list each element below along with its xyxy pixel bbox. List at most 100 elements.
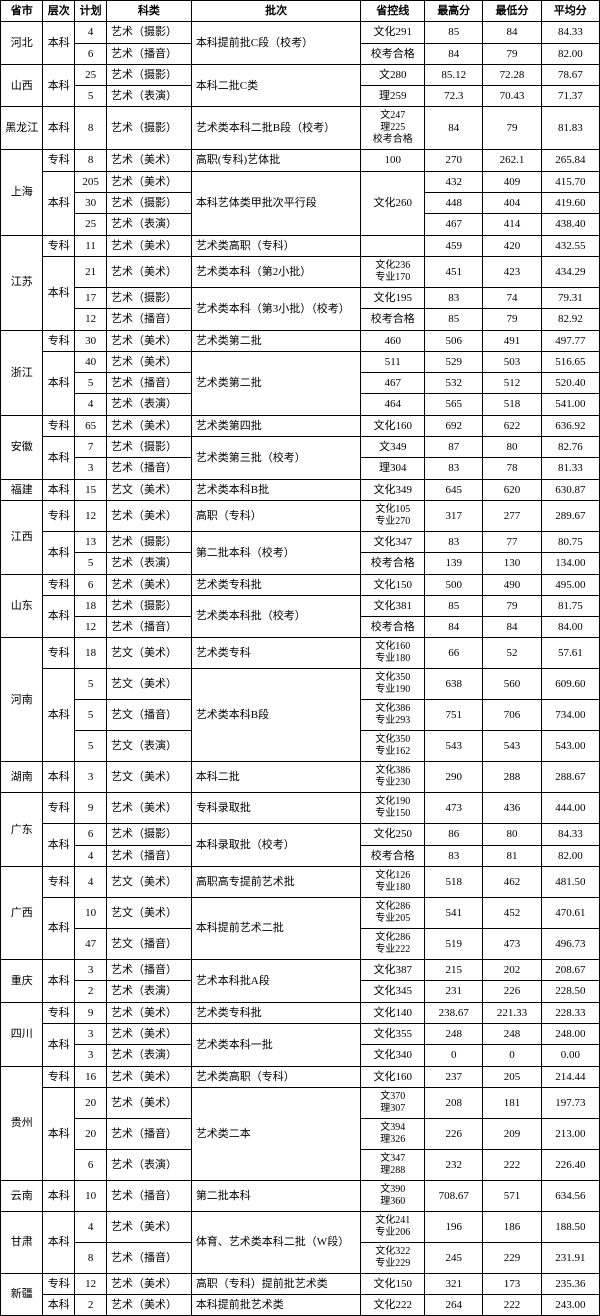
cell-level: 专科: [43, 415, 75, 436]
cell-subject: 艺术（播音）: [107, 309, 192, 330]
table-row: 云南本科10艺术（播音）第二批本科文390理360708.67571634.56: [1, 1180, 600, 1211]
cell-max: 87: [425, 437, 483, 458]
cell-cutoff: 文化160: [361, 1066, 425, 1087]
cell-level: 本科: [43, 107, 75, 150]
cell-avg: 231.91: [541, 1242, 599, 1273]
cell-max: 226: [425, 1118, 483, 1149]
table-row: 山东专科6艺术（美术）艺术类专科批文化150500490495.00: [1, 574, 600, 595]
cell-cutoff: 文化386专业293: [361, 700, 425, 731]
cell-cutoff: 100: [361, 150, 425, 171]
cell-subject: 艺术（美术）: [107, 351, 192, 372]
cell-subject: 艺文（表演）: [107, 731, 192, 762]
cell-plan: 21: [75, 256, 107, 287]
cell-cutoff: 文347理288: [361, 1149, 425, 1180]
cell-level: 本科: [43, 351, 75, 415]
cell-batch: 高职（专科）: [191, 500, 361, 531]
cell-cutoff: 文化241专业206: [361, 1211, 425, 1242]
cell-plan: 5: [75, 669, 107, 700]
table-row: 17艺术（摄影）艺术类本科（第3小批）（校考）文化195837479.31: [1, 287, 600, 308]
cell-avg: 636.92: [541, 415, 599, 436]
cell-avg: 81.83: [541, 107, 599, 150]
cell-plan: 20: [75, 1118, 107, 1149]
cell-batch: 艺术类本科B批: [191, 479, 361, 500]
cell-plan: 3: [75, 1045, 107, 1066]
cell-batch: 体育、艺术类本科二批（W段）: [191, 1211, 361, 1273]
cell-plan: 3: [75, 1023, 107, 1044]
cell-level: 本科: [43, 960, 75, 1003]
cell-subject: 艺术（播音）: [107, 1242, 192, 1273]
cell-cutoff: 文化126专业180: [361, 867, 425, 898]
cell-min: 409: [483, 171, 541, 192]
cell-province: 甘肃: [1, 1211, 43, 1273]
cell-subject: 艺术（美术）: [107, 1211, 192, 1242]
cell-batch: 本科提前批C段（校考）: [191, 22, 361, 65]
cell-subject: 艺术（播音）: [107, 617, 192, 638]
cell-level: 本科: [43, 898, 75, 960]
cell-plan: 4: [75, 845, 107, 866]
cell-max: 231: [425, 981, 483, 1002]
cell-cutoff: 文化347: [361, 531, 425, 552]
cell-max: 532: [425, 373, 483, 394]
cell-avg: 265.84: [541, 150, 599, 171]
table-row: 重庆本科3艺术（播音）艺术本科批A段文化387215202208.67: [1, 960, 600, 981]
cell-avg: 82.76: [541, 437, 599, 458]
cell-cutoff: 文化260: [361, 171, 425, 235]
cell-level: 本科: [43, 1211, 75, 1273]
cell-cutoff: 理259: [361, 86, 425, 107]
cell-batch: 艺术类专科批: [191, 1002, 361, 1023]
cell-cutoff: 文化286专业205: [361, 898, 425, 929]
cell-subject: 艺术（美术）: [107, 150, 192, 171]
cell-avg: 495.00: [541, 574, 599, 595]
cell-plan: 13: [75, 531, 107, 552]
cell-subject: 艺文（美术）: [107, 898, 192, 929]
table-row: 本科2艺术（美术）本科提前批艺术类文化222264222243.00: [1, 1295, 600, 1316]
cell-max: 66: [425, 638, 483, 669]
cell-max: 467: [425, 214, 483, 235]
cell-subject: 艺术（摄影）: [107, 287, 192, 308]
cell-avg: 81.33: [541, 458, 599, 479]
cell-plan: 7: [75, 437, 107, 458]
cell-subject: 艺术（摄影）: [107, 437, 192, 458]
cell-min: 420: [483, 235, 541, 256]
cell-max: 541: [425, 898, 483, 929]
cell-level: 专科: [43, 793, 75, 824]
cell-max: 85: [425, 22, 483, 43]
cell-min: 620: [483, 479, 541, 500]
cell-avg: 444.00: [541, 793, 599, 824]
cell-min: 414: [483, 214, 541, 235]
cell-level: 专科: [43, 1066, 75, 1087]
cell-subject: 艺文（播音）: [107, 700, 192, 731]
cell-max: 270: [425, 150, 483, 171]
cell-province: 贵州: [1, 1066, 43, 1180]
table-row: 浙江专科30艺术（美术）艺术类第二批460506491497.77: [1, 330, 600, 351]
table-row: 广东专科9艺术（美术）专科录取批文化190专业150473436444.00: [1, 793, 600, 824]
cell-plan: 5: [75, 731, 107, 762]
cell-max: 692: [425, 415, 483, 436]
cell-cutoff: [361, 235, 425, 256]
table-row: 河北本科4艺术（摄影）本科提前批C段（校考）文化291858484.33: [1, 22, 600, 43]
cell-plan: 5: [75, 373, 107, 394]
cell-subject: 艺文（播音）: [107, 929, 192, 960]
cell-cutoff: 文化236专业170: [361, 256, 425, 287]
cell-subject: 艺术（表演）: [107, 394, 192, 415]
cell-level: 本科: [43, 762, 75, 793]
cell-avg: 197.73: [541, 1087, 599, 1118]
cell-max: 565: [425, 394, 483, 415]
cell-cutoff: 校考合格: [361, 43, 425, 64]
cell-plan: 5: [75, 553, 107, 574]
cell-province: 新疆: [1, 1273, 43, 1316]
cell-plan: 10: [75, 1180, 107, 1211]
cell-avg: 419.60: [541, 193, 599, 214]
cell-subject: 艺术（播音）: [107, 458, 192, 479]
cell-plan: 12: [75, 500, 107, 531]
cell-subject: 艺文（美术）: [107, 669, 192, 700]
cell-level: 本科: [43, 479, 75, 500]
cell-avg: 214.44: [541, 1066, 599, 1087]
cell-min: 288: [483, 762, 541, 793]
cell-plan: 6: [75, 1149, 107, 1180]
cell-max: 264: [425, 1295, 483, 1316]
table-body: 河北本科4艺术（摄影）本科提前批C段（校考）文化291858484.336艺术（…: [1, 22, 600, 1316]
cell-plan: 12: [75, 309, 107, 330]
cell-avg: 208.67: [541, 960, 599, 981]
cell-plan: 5: [75, 86, 107, 107]
